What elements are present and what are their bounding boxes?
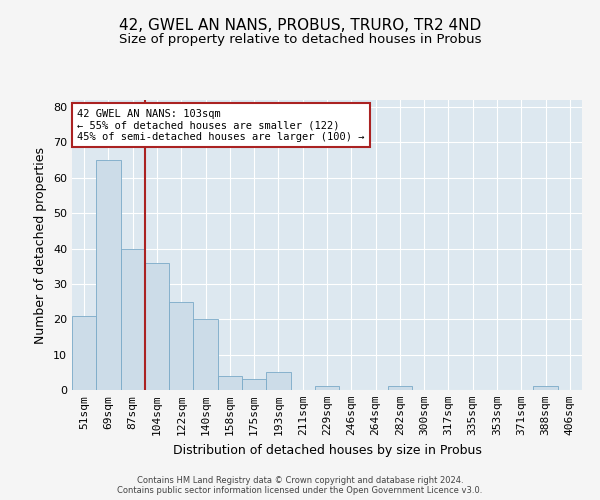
Bar [72, 316, 96, 390]
Text: Size of property relative to detached houses in Probus: Size of property relative to detached ho… [119, 32, 481, 46]
Bar [242, 380, 266, 390]
Y-axis label: Number of detached properties: Number of detached properties [34, 146, 47, 344]
X-axis label: Distribution of detached houses by size in Probus: Distribution of detached houses by size … [173, 444, 481, 456]
Text: Contains HM Land Registry data © Crown copyright and database right 2024.
Contai: Contains HM Land Registry data © Crown c… [118, 476, 482, 495]
Bar [96, 160, 121, 390]
Text: 42, GWEL AN NANS, PROBUS, TRURO, TR2 4ND: 42, GWEL AN NANS, PROBUS, TRURO, TR2 4ND [119, 18, 481, 32]
Bar [169, 302, 193, 390]
Bar [218, 376, 242, 390]
Bar [388, 386, 412, 390]
Bar [315, 386, 339, 390]
Text: 42 GWEL AN NANS: 103sqm
← 55% of detached houses are smaller (122)
45% of semi-d: 42 GWEL AN NANS: 103sqm ← 55% of detache… [77, 108, 365, 142]
Bar [266, 372, 290, 390]
Bar [533, 386, 558, 390]
Bar [193, 320, 218, 390]
Bar [145, 262, 169, 390]
Bar [121, 248, 145, 390]
